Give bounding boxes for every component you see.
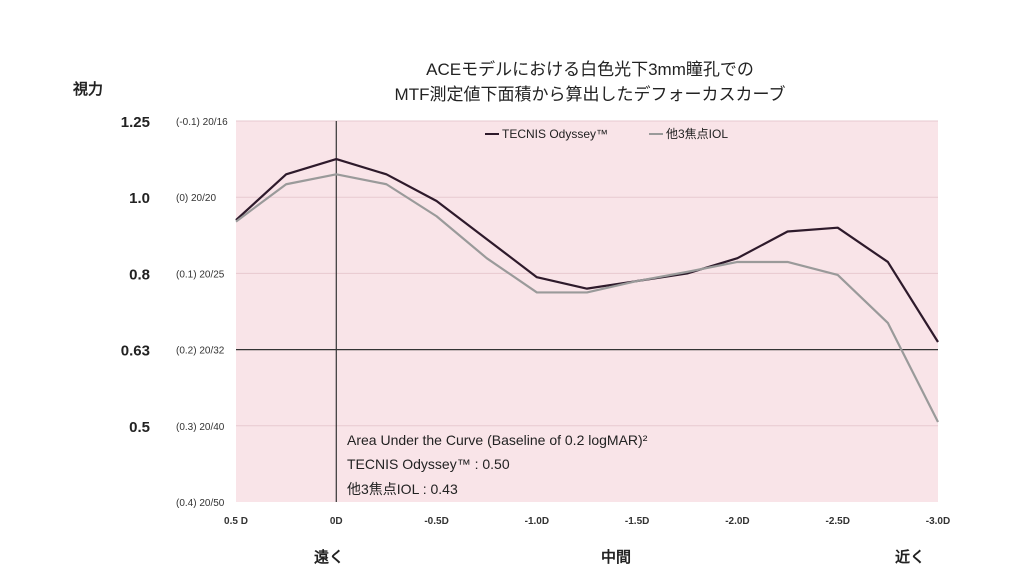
label-far: 遠く (314, 549, 345, 566)
x-tick-label: -1.0D (525, 516, 549, 527)
y-tick-label-logmar: (0) 20/20 (176, 193, 216, 204)
chart-title-line2: MTF測定値下面積から算出したデフォーカスカーブ (394, 85, 786, 104)
series-line-other-iol (235, 173, 939, 423)
y-tick-label-logmar: (0.3) 20/40 (176, 422, 225, 433)
y-tick-label-logmar: (0.2) 20/32 (176, 346, 225, 357)
x-tick-label: -3.0D (926, 516, 950, 527)
x-tick-label: -0.5D (424, 516, 448, 527)
plot-background (236, 121, 938, 502)
y-tick-label-logmar: (-0.1) 20/16 (176, 117, 228, 128)
x-tick-label: 0.5 D (224, 516, 248, 527)
y-axis-title: 視力 (73, 81, 104, 98)
y-tick-label-decimal: 0.5 (129, 419, 150, 436)
auc-heading: Area Under the Curve (Baseline of 0.2 lo… (347, 432, 648, 448)
legend-label: 他3焦点IOL (666, 127, 728, 141)
auc-other-iol: 他3焦点IOL : 0.43 (347, 481, 458, 497)
y-tick-label-decimal: 1.25 (121, 114, 150, 131)
legend-label: TECNIS Odyssey™ (502, 127, 608, 141)
auc-tecnis: TECNIS Odyssey™ : 0.50 (347, 456, 510, 472)
chart-title-line1: ACEモデルにおける白色光下3mm瞳孔での (426, 60, 754, 79)
x-tick-label: -2.5D (825, 516, 849, 527)
label-near: 近く (895, 549, 926, 566)
y-tick-label-decimal: 0.8 (129, 266, 150, 283)
x-tick-label: -2.0D (725, 516, 749, 527)
y-tick-label-logmar: (0.1) 20/25 (176, 269, 225, 280)
y-tick-label-logmar: (0.4) 20/50 (176, 498, 225, 509)
series-line-tecnis (235, 158, 939, 343)
y-tick-label-decimal: 1.0 (129, 190, 150, 207)
y-tick-label-decimal: 0.63 (121, 343, 150, 360)
x-tick-label: 0D (330, 516, 343, 527)
label-intermediate: 中間 (601, 549, 632, 566)
x-tick-label: -1.5D (625, 516, 649, 527)
